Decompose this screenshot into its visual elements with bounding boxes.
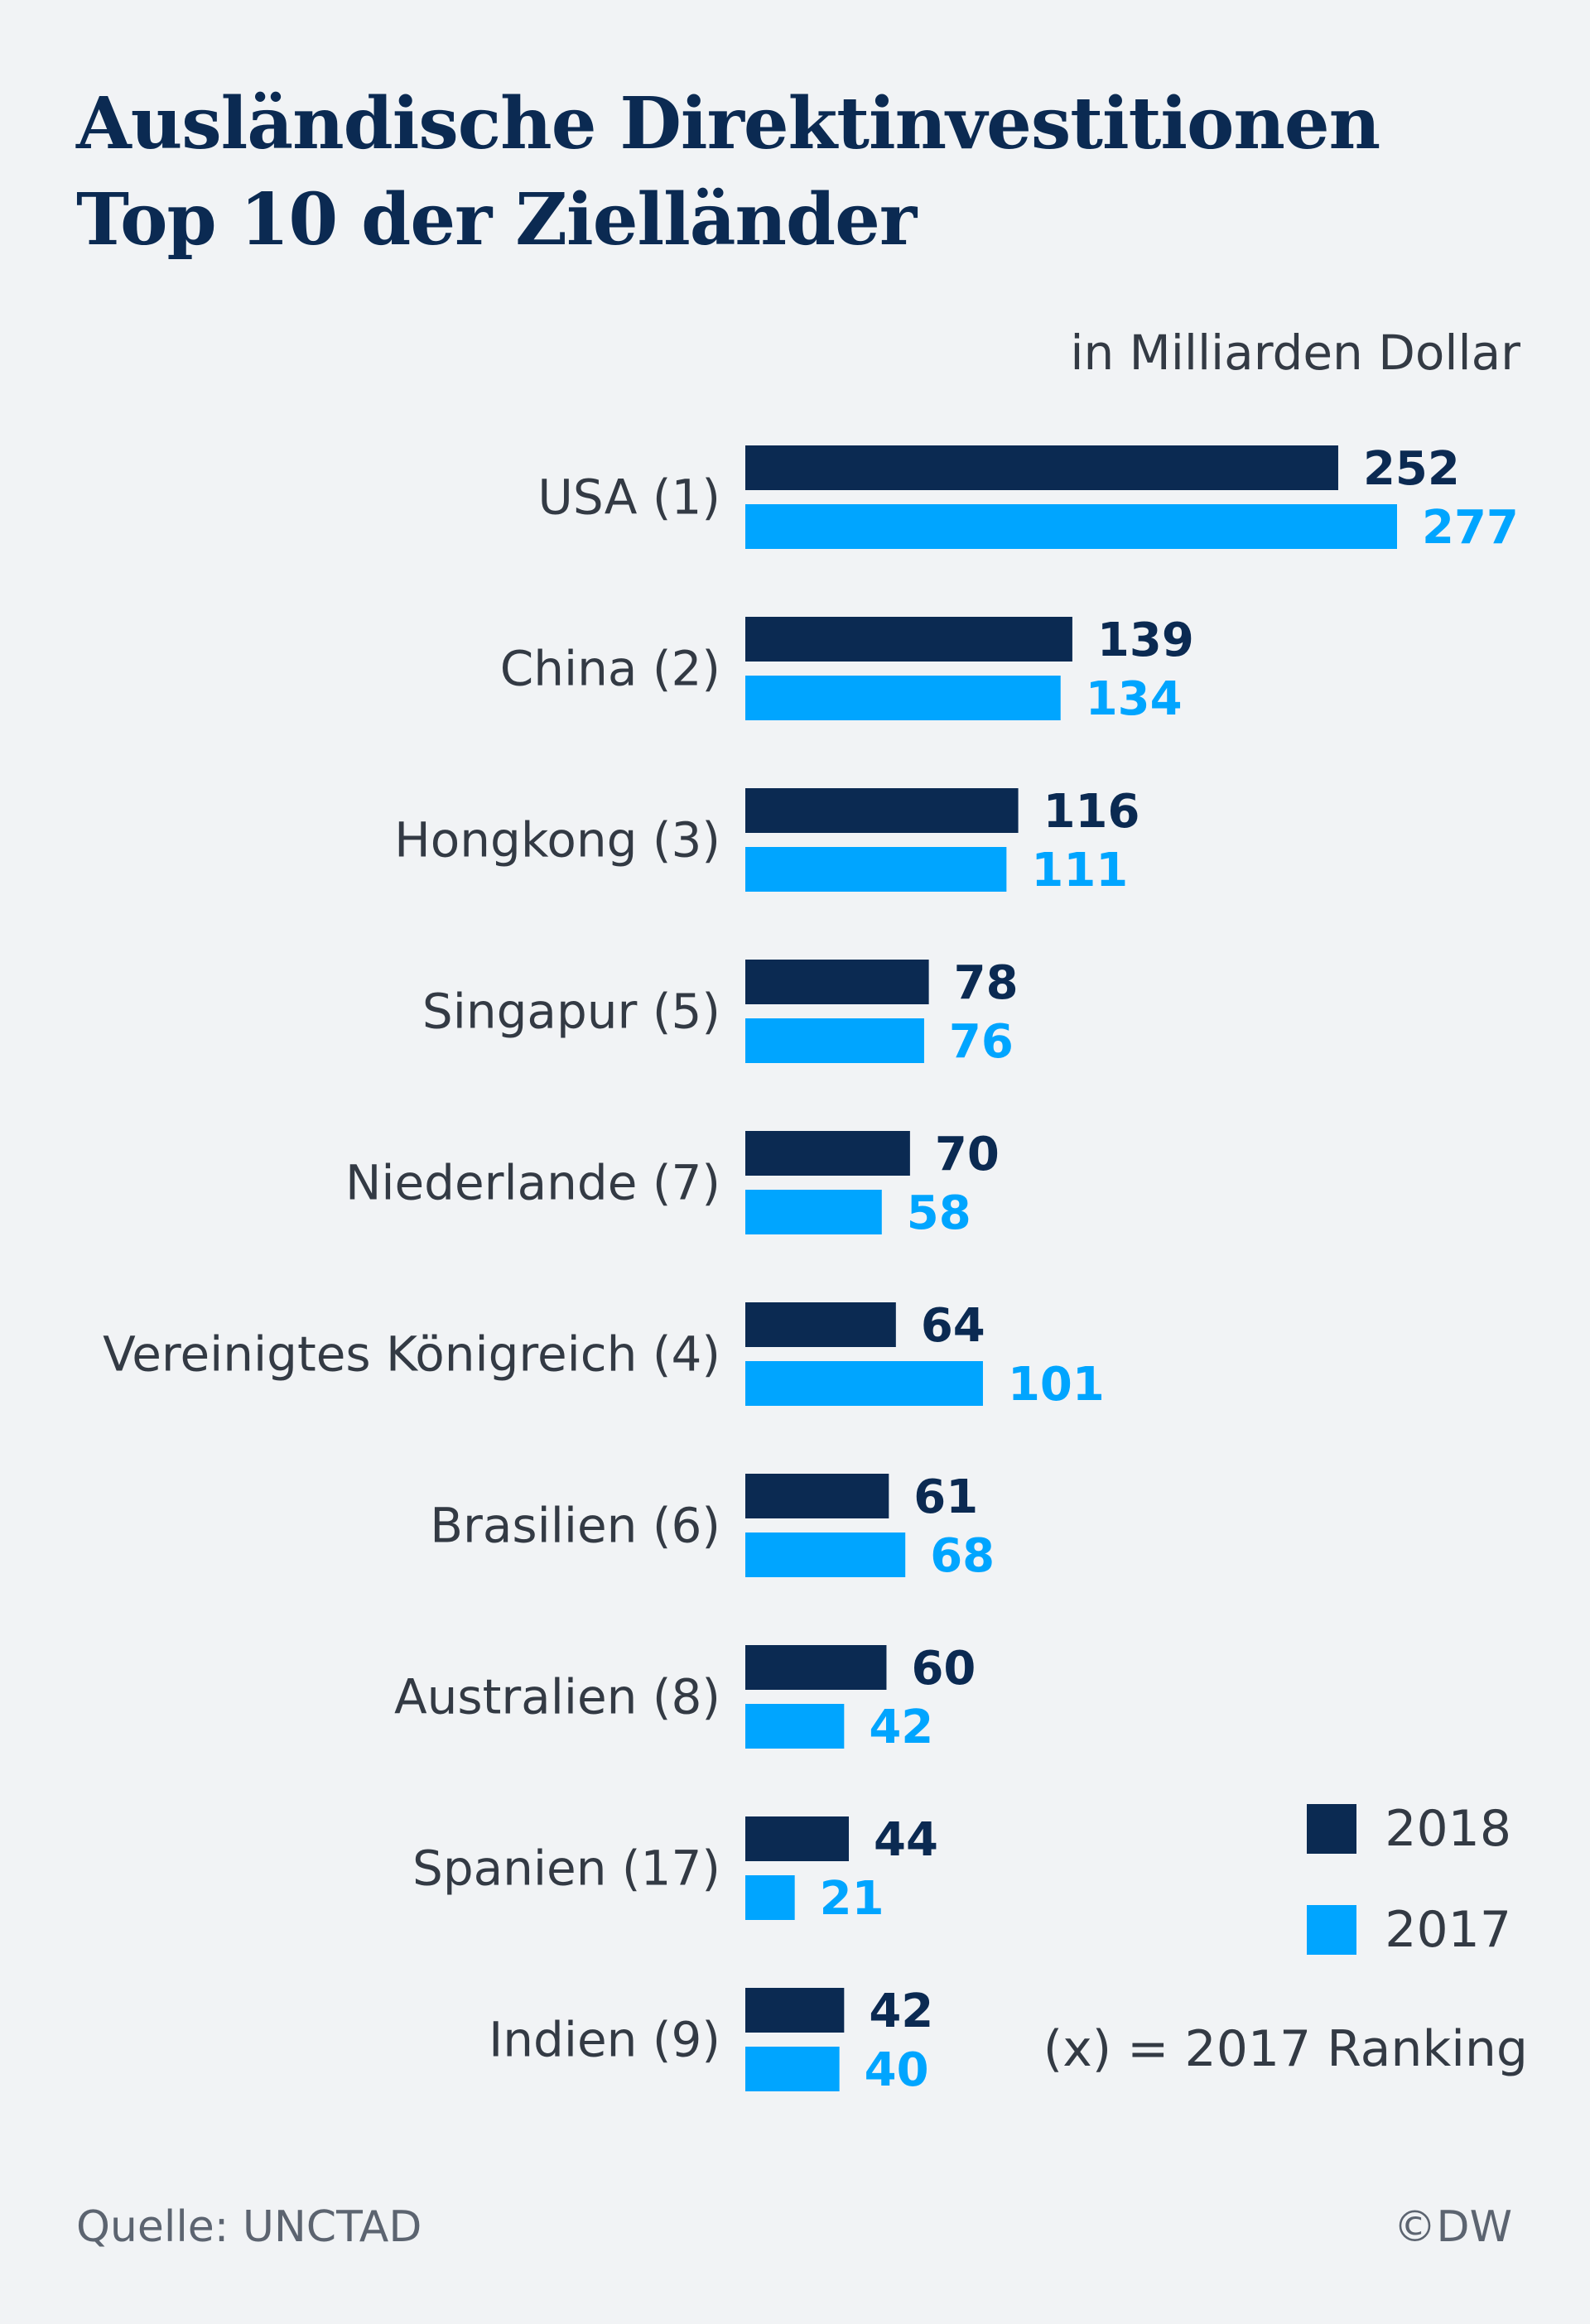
category-label-hongkong-3: Hongkong (3) — [394, 812, 720, 868]
bar-2017-china-2 — [745, 676, 1061, 720]
category-label-spanien-17: Spanien (17) — [412, 1840, 720, 1897]
bar-2018-hongkong-3 — [745, 788, 1019, 833]
value-label-2017-spanien-17: 21 — [820, 1872, 884, 1926]
bar-2017-indien-9 — [745, 2047, 840, 2091]
category-label-vereinigtes-königreich-4: Vereinigtes Königreich (4) — [103, 1326, 720, 1383]
bar-2017-singapur-5 — [745, 1018, 924, 1063]
chart-title-line1: Ausländische Direktinvestitionen — [76, 82, 1380, 166]
legend-label-2017: 2017 — [1385, 1901, 1511, 1959]
bar-2018-vereinigtes-königreich-4 — [745, 1302, 896, 1347]
value-label-2018-hongkong-3: 116 — [1043, 785, 1140, 839]
value-label-2018-china-2: 139 — [1097, 613, 1194, 667]
category-label-usa-1: USA (1) — [537, 469, 720, 526]
value-label-2017-australien-8: 42 — [869, 1701, 933, 1754]
value-label-2018-singapur-5: 78 — [954, 956, 1019, 1010]
category-label-indien-9: Indien (9) — [489, 2012, 720, 2068]
value-label-2017-hongkong-3: 111 — [1031, 844, 1128, 897]
legend-item-2018: 2018 — [1307, 1800, 1511, 1858]
category-label-brasilien-6: Brasilien (6) — [430, 1498, 720, 1554]
bar-2017-spanien-17 — [745, 1875, 795, 1920]
legend-swatch-2018 — [1307, 1804, 1357, 1854]
bar-2018-singapur-5 — [745, 960, 929, 1004]
value-label-2018-indien-9: 42 — [869, 1985, 933, 2038]
value-label-2017-niederlande-7: 58 — [907, 1186, 971, 1240]
chart-title-line2: Top 10 der Zielländer — [76, 178, 917, 262]
bar-2018-brasilien-6 — [745, 1474, 889, 1518]
legend-swatch-2017 — [1307, 1905, 1357, 1955]
ranking-note: (x) = 2017 Ranking — [1043, 2020, 1528, 2078]
bar-2018-usa-1 — [745, 445, 1338, 490]
bar-2017-vereinigtes-königreich-4 — [745, 1361, 983, 1406]
legend-label-2018: 2018 — [1385, 1800, 1511, 1858]
bar-2018-indien-9 — [745, 1988, 845, 2033]
value-label-2017-brasilien-6: 68 — [930, 1529, 995, 1583]
value-label-2018-vereinigtes-königreich-4: 64 — [921, 1299, 985, 1353]
bar-2018-niederlande-7 — [745, 1131, 910, 1176]
value-label-2018-niederlande-7: 70 — [935, 1128, 1000, 1181]
bar-2017-usa-1 — [745, 504, 1397, 549]
legend-item-2017: 2017 — [1307, 1901, 1511, 1959]
unit-label: in Milliarden Dollar — [1070, 325, 1520, 381]
bar-2017-hongkong-3 — [745, 847, 1007, 892]
value-label-2018-australien-8: 60 — [911, 1642, 976, 1696]
bar-2017-brasilien-6 — [745, 1532, 906, 1577]
bar-2017-niederlande-7 — [745, 1190, 882, 1234]
value-label-2018-usa-1: 252 — [1363, 442, 1460, 496]
value-label-2017-indien-9: 40 — [865, 2043, 929, 2097]
value-label-2017-usa-1: 277 — [1422, 501, 1519, 555]
value-label-2017-vereinigtes-königreich-4: 101 — [1008, 1358, 1105, 1412]
value-label-2018-brasilien-6: 61 — [913, 1470, 978, 1524]
bar-2018-china-2 — [745, 617, 1072, 662]
bar-2017-australien-8 — [745, 1704, 845, 1749]
bar-2018-australien-8 — [745, 1645, 887, 1690]
value-label-2018-spanien-17: 44 — [874, 1813, 938, 1867]
chart-title: Ausländische Direktinvestitionen Top 10 … — [76, 76, 1380, 268]
value-label-2017-singapur-5: 76 — [949, 1015, 1014, 1069]
category-label-china-2: China (2) — [500, 641, 720, 697]
category-label-australien-8: Australien (8) — [394, 1669, 720, 1725]
category-label-niederlande-7: Niederlande (7) — [345, 1155, 720, 1211]
bar-2018-spanien-17 — [745, 1816, 850, 1861]
copyright-label: ©DW — [1393, 2202, 1512, 2252]
source-label: Quelle: UNCTAD — [76, 2202, 422, 2252]
category-label-singapur-5: Singapur (5) — [422, 984, 720, 1040]
value-label-2017-china-2: 134 — [1086, 672, 1183, 726]
